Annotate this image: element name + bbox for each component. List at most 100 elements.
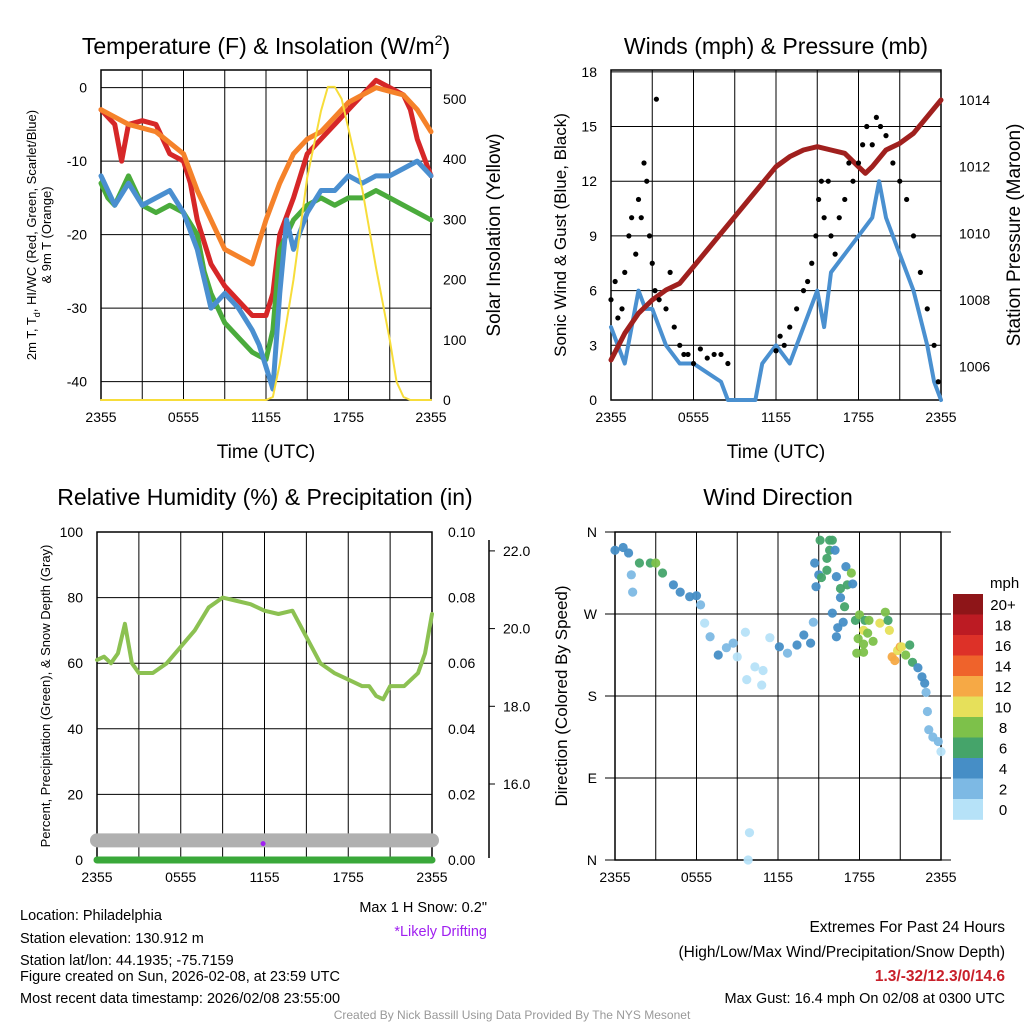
wind-direction-point xyxy=(841,562,851,572)
winds-title: Winds (mph) & Pressure (mb) xyxy=(624,33,928,59)
wind-direction-point xyxy=(758,665,768,676)
winds-xlabel: Time (UTC) xyxy=(727,442,826,463)
direction-tick-label: N xyxy=(587,852,597,868)
extremes-title: Extremes For Past 24 Hours xyxy=(809,919,1005,936)
gust-point xyxy=(608,297,614,303)
temp-panel: 2355 0555 1155 1755 23550-10-20-30-400100200… xyxy=(67,69,467,425)
x-tick-label: 1755 xyxy=(843,409,874,425)
y-tick-label: -10 xyxy=(67,153,87,169)
pressure-line xyxy=(608,97,944,363)
gust-point xyxy=(718,351,724,358)
gust-point xyxy=(832,251,838,257)
gust-point xyxy=(653,96,659,102)
svg-text:& 9m T (Orange): & 9m T (Orange) xyxy=(39,186,54,283)
y-tick-label: 60 xyxy=(67,655,83,671)
colorbar-label: 4 xyxy=(999,761,1007,778)
colorbar-label: 2 xyxy=(999,782,1007,799)
gust-point xyxy=(656,297,662,303)
y2-tick-label: 200 xyxy=(443,272,467,288)
gust-point xyxy=(619,306,625,312)
wind-direction-point xyxy=(863,628,873,638)
gust-point xyxy=(646,233,653,239)
direction-tick-label: W xyxy=(584,606,598,622)
gust-point xyxy=(671,324,677,330)
wind-direction-point xyxy=(806,638,816,648)
gust-point xyxy=(663,306,669,312)
gust-point xyxy=(805,278,811,285)
gust-point xyxy=(855,160,862,166)
gust-point xyxy=(622,269,628,275)
wind-direction-point xyxy=(880,607,890,617)
x-tick-label: 2355 xyxy=(595,409,626,425)
wind-direction-point xyxy=(810,558,820,568)
gust-point xyxy=(828,233,834,239)
y-tick-label: -30 xyxy=(67,300,87,316)
gust-point xyxy=(935,379,941,385)
wind-direction-point xyxy=(830,545,840,555)
colorbar-swatch xyxy=(953,635,983,656)
gust-point xyxy=(697,346,703,352)
precip-tick-label: 0.08 xyxy=(448,590,475,606)
y2-tick-label: 1006 xyxy=(959,359,990,375)
wind-direction-point xyxy=(933,736,943,747)
wind-direction-point xyxy=(815,535,825,545)
wind-direction-point xyxy=(634,558,645,568)
gust-point xyxy=(711,351,717,358)
wind-direction-point xyxy=(835,593,846,603)
wind-direction-point xyxy=(822,553,832,564)
colorbar-swatch xyxy=(953,778,983,800)
x-tick-label: 2355 xyxy=(925,869,956,885)
gust-point xyxy=(777,333,783,339)
wind-direction-point xyxy=(623,548,634,558)
snow-depth-tick-label: 22.0 xyxy=(503,543,530,559)
gust-point xyxy=(877,123,884,130)
gust-point xyxy=(910,233,917,239)
wind-direction-point xyxy=(774,642,784,652)
temp-title: Temperature (F) & Insolation (W/m2) xyxy=(82,32,450,59)
colorbar-label: 14 xyxy=(995,659,1012,676)
y-tick-label: 0 xyxy=(589,392,597,408)
colorbar-label: 12 xyxy=(995,679,1012,696)
gust-point xyxy=(825,178,831,184)
precip-tick-label: 0.02 xyxy=(448,786,475,802)
x-tick-label: 1755 xyxy=(333,869,364,885)
gust-point xyxy=(846,160,852,166)
wind-direction-point xyxy=(913,663,923,673)
credit-text: Created By Nick Bassill Using Data Provi… xyxy=(334,1008,691,1022)
wind-direction-point xyxy=(740,627,751,637)
gust-point xyxy=(794,306,800,312)
colorbar-swatch xyxy=(953,655,983,677)
snow-depth-tick-label: 20.0 xyxy=(503,621,530,637)
wind-direction-point xyxy=(884,625,894,636)
direction-tick-label: S xyxy=(588,688,597,704)
wind-direction-point xyxy=(875,618,885,628)
temp-ylabel: 2m T, Td, HI/WC (Red, Green, Scarlet/Blu… xyxy=(24,110,54,360)
gust-point xyxy=(644,178,650,184)
winds-panel: 2355 0555 1155 1755 235503691215181006100810… xyxy=(581,64,990,425)
max-gust-text: Max Gust: 16.4 mph On 02/08 at 0300 UTC xyxy=(725,991,1005,1007)
wind-direction-point xyxy=(924,725,934,735)
wind-direction-point xyxy=(685,592,695,602)
gust-point xyxy=(690,360,697,367)
gust-point xyxy=(615,315,621,321)
colorbar-label: 20+ xyxy=(990,597,1016,614)
series-yellow-line xyxy=(100,85,432,401)
y2-tick-label: 1010 xyxy=(959,225,990,241)
colorbar-label: 10 xyxy=(995,700,1012,717)
y2-tick-label: 100 xyxy=(443,332,467,348)
gust-point xyxy=(860,142,866,148)
created-text: Figure created on Sun, 2026-02-08, at 23… xyxy=(20,969,340,985)
wind-direction-point xyxy=(765,633,775,643)
precip-tick-label: 0.00 xyxy=(448,852,475,868)
colorbar-swatch xyxy=(953,594,983,615)
wind-direction-point xyxy=(864,615,874,625)
wind-direction-point xyxy=(657,568,668,578)
gust-point xyxy=(821,215,827,221)
gust-point xyxy=(781,342,787,348)
y2-tick-label: 0 xyxy=(443,392,451,408)
gust-point xyxy=(667,269,673,275)
colorbar-swatch xyxy=(953,676,983,697)
